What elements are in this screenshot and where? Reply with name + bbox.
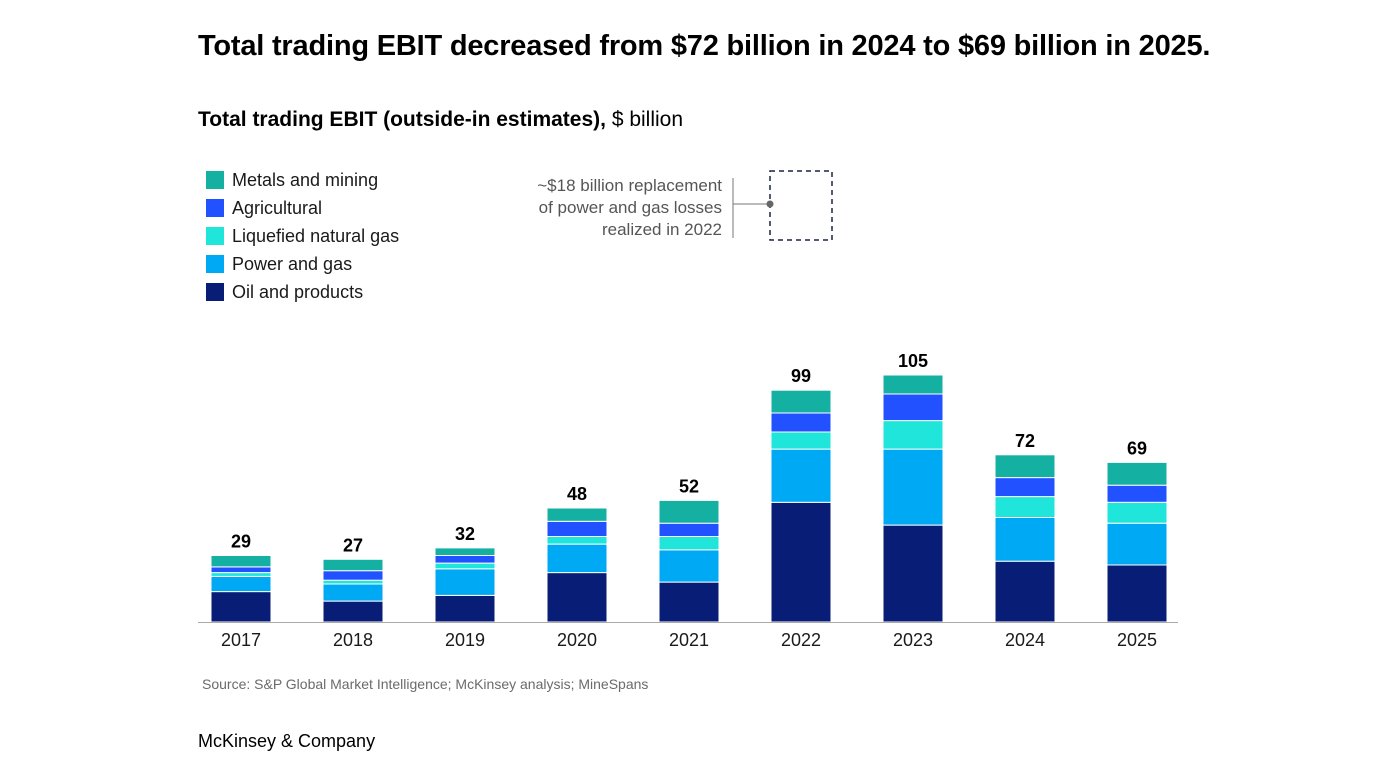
bar-segment-2021-oil-and-products: [658, 581, 720, 623]
x-tick-label-2023: 2023: [893, 630, 933, 650]
legend: Metals and mining Agricultural Liquefied…: [206, 166, 399, 306]
legend-item-agricultural: Agricultural: [206, 194, 399, 222]
bar-segment-2021-liquefied-natural-gas: [658, 536, 720, 551]
annotation-text-line: realized in 2022: [602, 220, 722, 239]
legend-item-oil: Oil and products: [206, 278, 399, 306]
total-label-2022: 99: [791, 366, 811, 386]
total-label-2019: 32: [455, 524, 475, 544]
bar-segment-2018-metals-and-mining: [322, 558, 384, 572]
bar-segment-2018-agricultural: [322, 570, 384, 581]
bar-segment-2024-metals-and-mining: [994, 454, 1056, 479]
bar-segment-2020-oil-and-products: [546, 572, 608, 623]
bar-segment-2022-power-and-gas: [770, 448, 832, 503]
bar-segment-2021-agricultural: [658, 522, 720, 538]
bar-segment-2017-agricultural: [210, 566, 272, 574]
total-label-2021: 52: [679, 476, 699, 496]
x-tick-label-2025: 2025: [1117, 630, 1157, 650]
x-tick-label-2017: 2017: [221, 630, 261, 650]
legend-swatch: [206, 283, 224, 301]
subtitle-unit: $ billion: [605, 108, 684, 131]
bar-segment-2025-power-and-gas: [1106, 522, 1168, 566]
bar-segment-2025-liquefied-natural-gas: [1106, 501, 1168, 524]
headline: Total trading EBIT decreased from $72 bi…: [198, 30, 1211, 62]
source-note: Source: S&P Global Market Intelligence; …: [202, 676, 649, 692]
legend-swatch: [206, 199, 224, 217]
legend-label: Metals and mining: [232, 169, 379, 190]
legend-item-lng: Liquefied natural gas: [206, 222, 399, 250]
legend-label: Oil and products: [232, 281, 364, 302]
total-label-2020: 48: [567, 484, 587, 504]
bar-segment-2021-power-and-gas: [658, 549, 720, 583]
bar-segment-2024-agricultural: [994, 477, 1056, 498]
x-tick-label-2018: 2018: [333, 630, 373, 650]
total-label-2024: 72: [1015, 431, 1035, 451]
bar-segment-2018-liquefied-natural-gas: [322, 579, 384, 585]
bar-segment-2019-liquefied-natural-gas: [434, 562, 496, 570]
bar-segment-2023-agricultural: [882, 393, 944, 422]
bar-segment-2019-metals-and-mining: [434, 547, 496, 557]
bar-segment-2024-liquefied-natural-gas: [994, 496, 1056, 519]
total-label-2018: 27: [343, 535, 363, 555]
legend-swatch: [206, 255, 224, 273]
brand-logo-text: McKinsey & Company: [198, 731, 376, 751]
legend-swatch: [206, 171, 224, 189]
bar-segment-2022-metals-and-mining: [770, 389, 832, 414]
bar-segment-2020-metals-and-mining: [546, 507, 608, 522]
bar-segment-2024-oil-and-products: [994, 560, 1056, 623]
bar-segment-2025-oil-and-products: [1106, 564, 1168, 623]
bar-segment-2025-agricultural: [1106, 484, 1168, 503]
bar-segment-2017-oil-and-products: [210, 591, 272, 623]
bar-segment-2022-oil-and-products: [770, 501, 832, 623]
legend-label: Agricultural: [232, 197, 323, 218]
bar-segment-2021-metals-and-mining: [658, 499, 720, 524]
total-label-2025: 69: [1127, 438, 1147, 458]
bar-segment-2023-power-and-gas: [882, 448, 944, 526]
bar-segment-2020-agricultural: [546, 520, 608, 537]
bar-segment-2019-agricultural: [434, 555, 496, 564]
bar-segment-2022-agricultural: [770, 412, 832, 433]
annotation-text-line: ~$18 billion replacement: [537, 176, 722, 195]
bar-segment-2017-power-and-gas: [210, 575, 272, 593]
chart-subtitle: Total trading EBIT (outside-in estimates…: [198, 108, 683, 132]
x-tick-label-2021: 2021: [669, 630, 709, 650]
bar-segment-2018-power-and-gas: [322, 583, 384, 602]
bar-segment-2025-metals-and-mining: [1106, 461, 1168, 486]
legend-label: Power and gas: [232, 253, 353, 274]
total-label-2023: 105: [898, 351, 928, 371]
replacement-dashed-box: [769, 170, 833, 241]
bar-segment-2024-power-and-gas: [994, 517, 1056, 562]
legend-item-power: Power and gas: [206, 250, 399, 278]
bar-segment-2020-liquefied-natural-gas: [546, 536, 608, 545]
annotation-dot: [766, 200, 774, 208]
bar-segment-2019-power-and-gas: [434, 568, 496, 596]
x-tick-label-2024: 2024: [1005, 630, 1045, 650]
legend-swatch: [206, 227, 224, 245]
bar-segment-2023-metals-and-mining: [882, 374, 944, 395]
bar-segment-2022-liquefied-natural-gas: [770, 431, 832, 450]
bar-segment-2019-oil-and-products: [434, 594, 496, 623]
legend-item-metals: Metals and mining: [206, 166, 399, 194]
subtitle-bold: Total trading EBIT (outside-in estimates…: [198, 108, 606, 131]
legend-label: Liquefied natural gas: [232, 225, 400, 246]
bar-segment-2017-liquefied-natural-gas: [210, 572, 272, 577]
total-label-2017: 29: [231, 532, 251, 552]
bar-segment-2023-oil-and-products: [882, 524, 944, 623]
annotation-text-line: of power and gas losses: [539, 198, 722, 217]
x-tick-label-2019: 2019: [445, 630, 485, 650]
x-tick-label-2022: 2022: [781, 630, 821, 650]
bar-segment-2020-power-and-gas: [546, 543, 608, 574]
x-tick-label-2020: 2020: [557, 630, 597, 650]
bar-segment-2017-metals-and-mining: [210, 555, 272, 568]
bar-segment-2023-liquefied-natural-gas: [882, 420, 944, 450]
bar-segment-2018-oil-and-products: [322, 600, 384, 623]
